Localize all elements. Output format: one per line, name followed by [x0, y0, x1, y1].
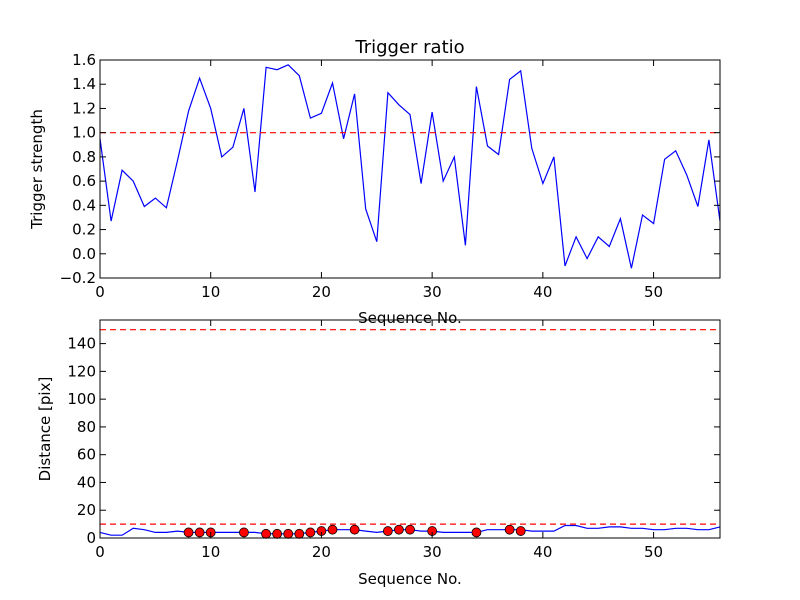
- bottom-marker-point: [515, 526, 526, 536]
- top-x-tick-label: 30: [423, 283, 442, 301]
- bottom-panel: 0 10 20 30 40 50 0 20 40 60 80 100 120 140 Sequence N…: [36, 319, 721, 588]
- top-y-tick-label: 1.2: [72, 99, 96, 117]
- bottom-marker-point: [183, 527, 194, 538]
- top-x-tick-label: 50: [644, 283, 663, 301]
- top-plot-frame: [99, 59, 721, 279]
- bottom-y-tick-label: 80: [77, 418, 96, 436]
- bottom-marker-point: [194, 527, 205, 538]
- bottom-y-tick-label: 40: [77, 473, 96, 491]
- bottom-y-tick-label: 100: [67, 390, 96, 408]
- top-x-tick-label: 40: [533, 283, 552, 301]
- top-x-tick-label: 10: [201, 283, 220, 301]
- bottom-x-tick-label: 40: [533, 543, 552, 561]
- top-y-tick-label: 0.2: [72, 221, 96, 239]
- top-y-tick-label: 0.0: [72, 245, 96, 263]
- bottom-marker-point: [294, 528, 305, 539]
- bottom-y-tick-label: 0: [86, 529, 96, 547]
- bottom-marker-point: [239, 527, 249, 538]
- top-x-tick-label: 0: [95, 283, 105, 301]
- bottom-tick-layer: 0 10 20 30 40 50 0 20 40 60 80 100 120 140: [67, 320, 720, 561]
- bottom-x-tick-label: 20: [312, 543, 331, 561]
- top-panel: Trigger ratio 0 10 20 30 40 50 −0.2 0.0 0.2 0.4 0.…: [28, 37, 721, 327]
- top-y-tick-label: 0.4: [72, 196, 96, 214]
- bottom-y-tick-label: 140: [67, 335, 96, 353]
- bottom-x-axis-label: Sequence No.: [358, 570, 462, 588]
- bottom-marker-point: [471, 527, 482, 538]
- bottom-marker-point: [382, 526, 393, 536]
- bottom-plot-frame: [99, 319, 721, 539]
- top-data-line: [99, 64, 721, 269]
- top-y-tick-label: −0.2: [60, 269, 96, 287]
- top-y-tick-label: 1.6: [72, 51, 96, 69]
- bottom-x-tick-label: 10: [201, 543, 220, 561]
- bottom-series-layer: [99, 329, 721, 539]
- top-y-tick-label: 0.8: [72, 148, 96, 166]
- top-x-axis-label: Sequence No.: [358, 309, 462, 327]
- top-series-layer: [99, 64, 721, 269]
- bottom-marker-point: [261, 528, 271, 539]
- bottom-y-tick-label: 20: [77, 501, 96, 519]
- bottom-x-tick-label: 50: [644, 543, 663, 561]
- top-y-tick-label: 1.0: [72, 124, 96, 142]
- bottom-marker-point: [272, 528, 283, 539]
- bottom-marker-point: [394, 524, 404, 535]
- top-x-tick-label: 20: [312, 283, 331, 301]
- bottom-y-tick-label: 120: [67, 362, 96, 380]
- bottom-marker-point: [327, 524, 338, 535]
- bottom-marker-point: [283, 528, 294, 539]
- top-chart-title: Trigger ratio: [354, 37, 464, 58]
- top-y-tick-label: 1.4: [72, 75, 96, 93]
- bottom-y-axis-label: Distance [pix]: [36, 377, 54, 482]
- bottom-marker-point: [349, 524, 360, 535]
- bottom-marker-point: [504, 524, 515, 535]
- top-y-tick-label: 0.6: [72, 172, 96, 190]
- bottom-x-tick-label: 0: [95, 543, 105, 561]
- top-y-axis-label: Trigger strength: [28, 109, 46, 230]
- bottom-marker-point: [305, 527, 316, 538]
- top-tick-layer: 0 10 20 30 40 50 −0.2 0.0 0.2 0.4 0.6 0.8 1.0 1.2 1.4 1…: [60, 51, 720, 301]
- bottom-y-tick-label: 60: [77, 446, 96, 464]
- bottom-marker-point: [405, 524, 415, 535]
- bottom-x-tick-label: 30: [423, 543, 442, 561]
